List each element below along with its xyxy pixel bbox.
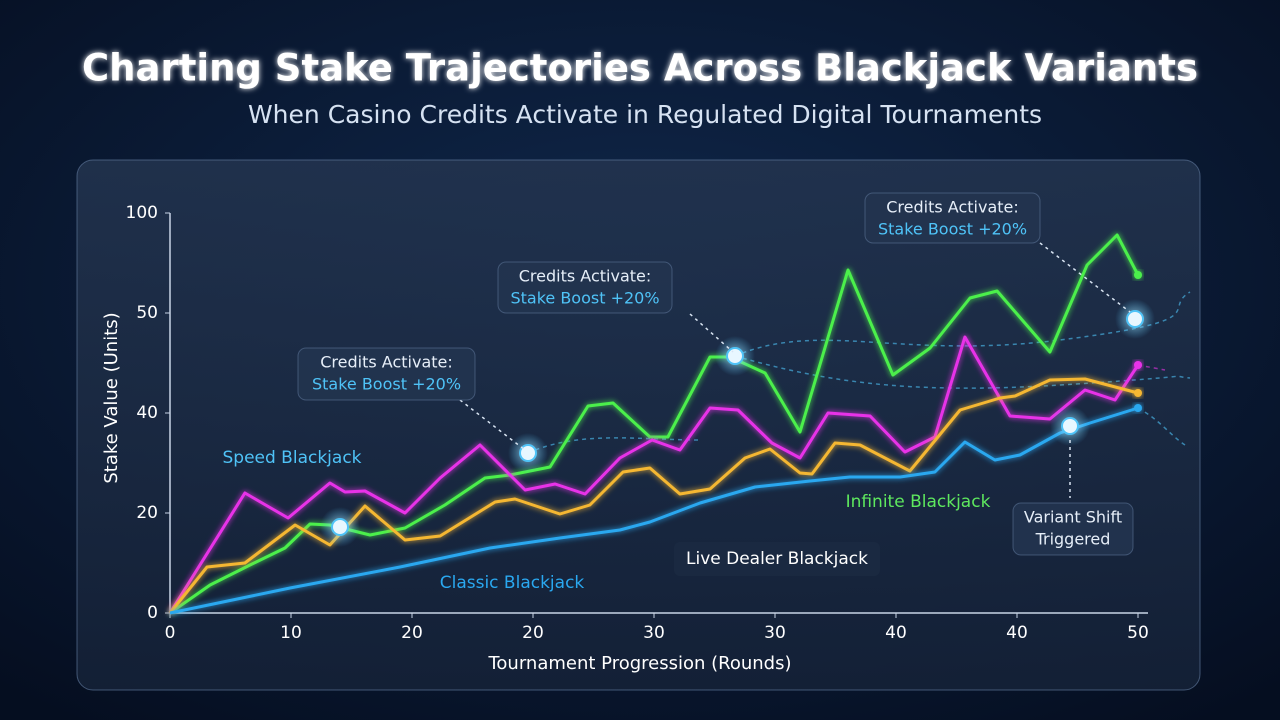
x-tick-label: 20 — [522, 623, 544, 643]
annotation-text: Stake Boost +20% — [878, 220, 1027, 239]
annotation-text: Credits Activate: — [519, 267, 652, 286]
projection-dash — [734, 355, 1191, 389]
event-marker — [519, 444, 537, 462]
y-tick-label: 0 — [147, 603, 158, 623]
projection-dash — [527, 437, 701, 454]
annotation-text: Stake Boost +20% — [510, 289, 659, 308]
event-marker — [726, 347, 744, 365]
event-marker — [1126, 310, 1144, 328]
end-point — [1134, 389, 1142, 397]
label-box — [674, 542, 880, 576]
y-tick-label: 20 — [136, 503, 158, 523]
chart-subtitle: When Casino Credits Activate in Regulate… — [248, 100, 1042, 129]
projection-dash — [1137, 407, 1186, 446]
annotation-box — [497, 261, 673, 314]
x-tick-label: 50 — [1127, 623, 1149, 643]
annotation-leader — [689, 313, 734, 353]
annotation-leader — [1039, 242, 1131, 313]
annotation-text: Credits Activate: — [886, 198, 1019, 217]
event-marker — [1061, 417, 1079, 435]
chart-title: Charting Stake Trajectories Across Black… — [82, 47, 1198, 90]
y-axis-title: Stake Value (Units) — [101, 312, 122, 483]
series-label: Classic Blackjack — [440, 573, 585, 593]
x-tick-label: 40 — [885, 623, 907, 643]
x-tick-label: 40 — [1006, 623, 1028, 643]
x-tick-label: 20 — [401, 623, 423, 643]
series-label: Live Dealer Blackjack — [686, 549, 868, 569]
annotation-text: Stake Boost +20% — [312, 375, 461, 394]
annotation-box — [297, 347, 476, 401]
series-line — [168, 335, 1140, 614]
series-line — [169, 406, 1139, 615]
series-label: Infinite Blackjack — [846, 492, 991, 512]
annotation-text: Credits Activate: — [320, 353, 453, 372]
x-axis-title: Tournament Progression (Rounds) — [487, 653, 791, 674]
y-tick-label: 50 — [136, 303, 158, 323]
end-point — [1134, 271, 1142, 279]
annotation-box — [1012, 502, 1134, 556]
y-tick-label: 100 — [126, 203, 158, 223]
x-tick-label: 30 — [643, 623, 665, 643]
annotation-text: Triggered — [1035, 530, 1111, 549]
annotation-box — [864, 192, 1041, 244]
event-marker — [331, 518, 349, 536]
series-label: Speed Blackjack — [222, 448, 361, 468]
end-point — [1134, 404, 1142, 412]
end-point — [1134, 361, 1142, 369]
x-tick-label: 10 — [280, 623, 302, 643]
x-tick-label: 30 — [764, 623, 786, 643]
x-tick-label: 0 — [165, 623, 176, 643]
plot-area: 0 20 40 50 100 0 10 20 20 30 30 40 40 50 Infinite Blac… — [126, 192, 1191, 643]
y-tick-label: 40 — [136, 403, 158, 423]
annotation-text: Variant Shift — [1024, 508, 1122, 527]
